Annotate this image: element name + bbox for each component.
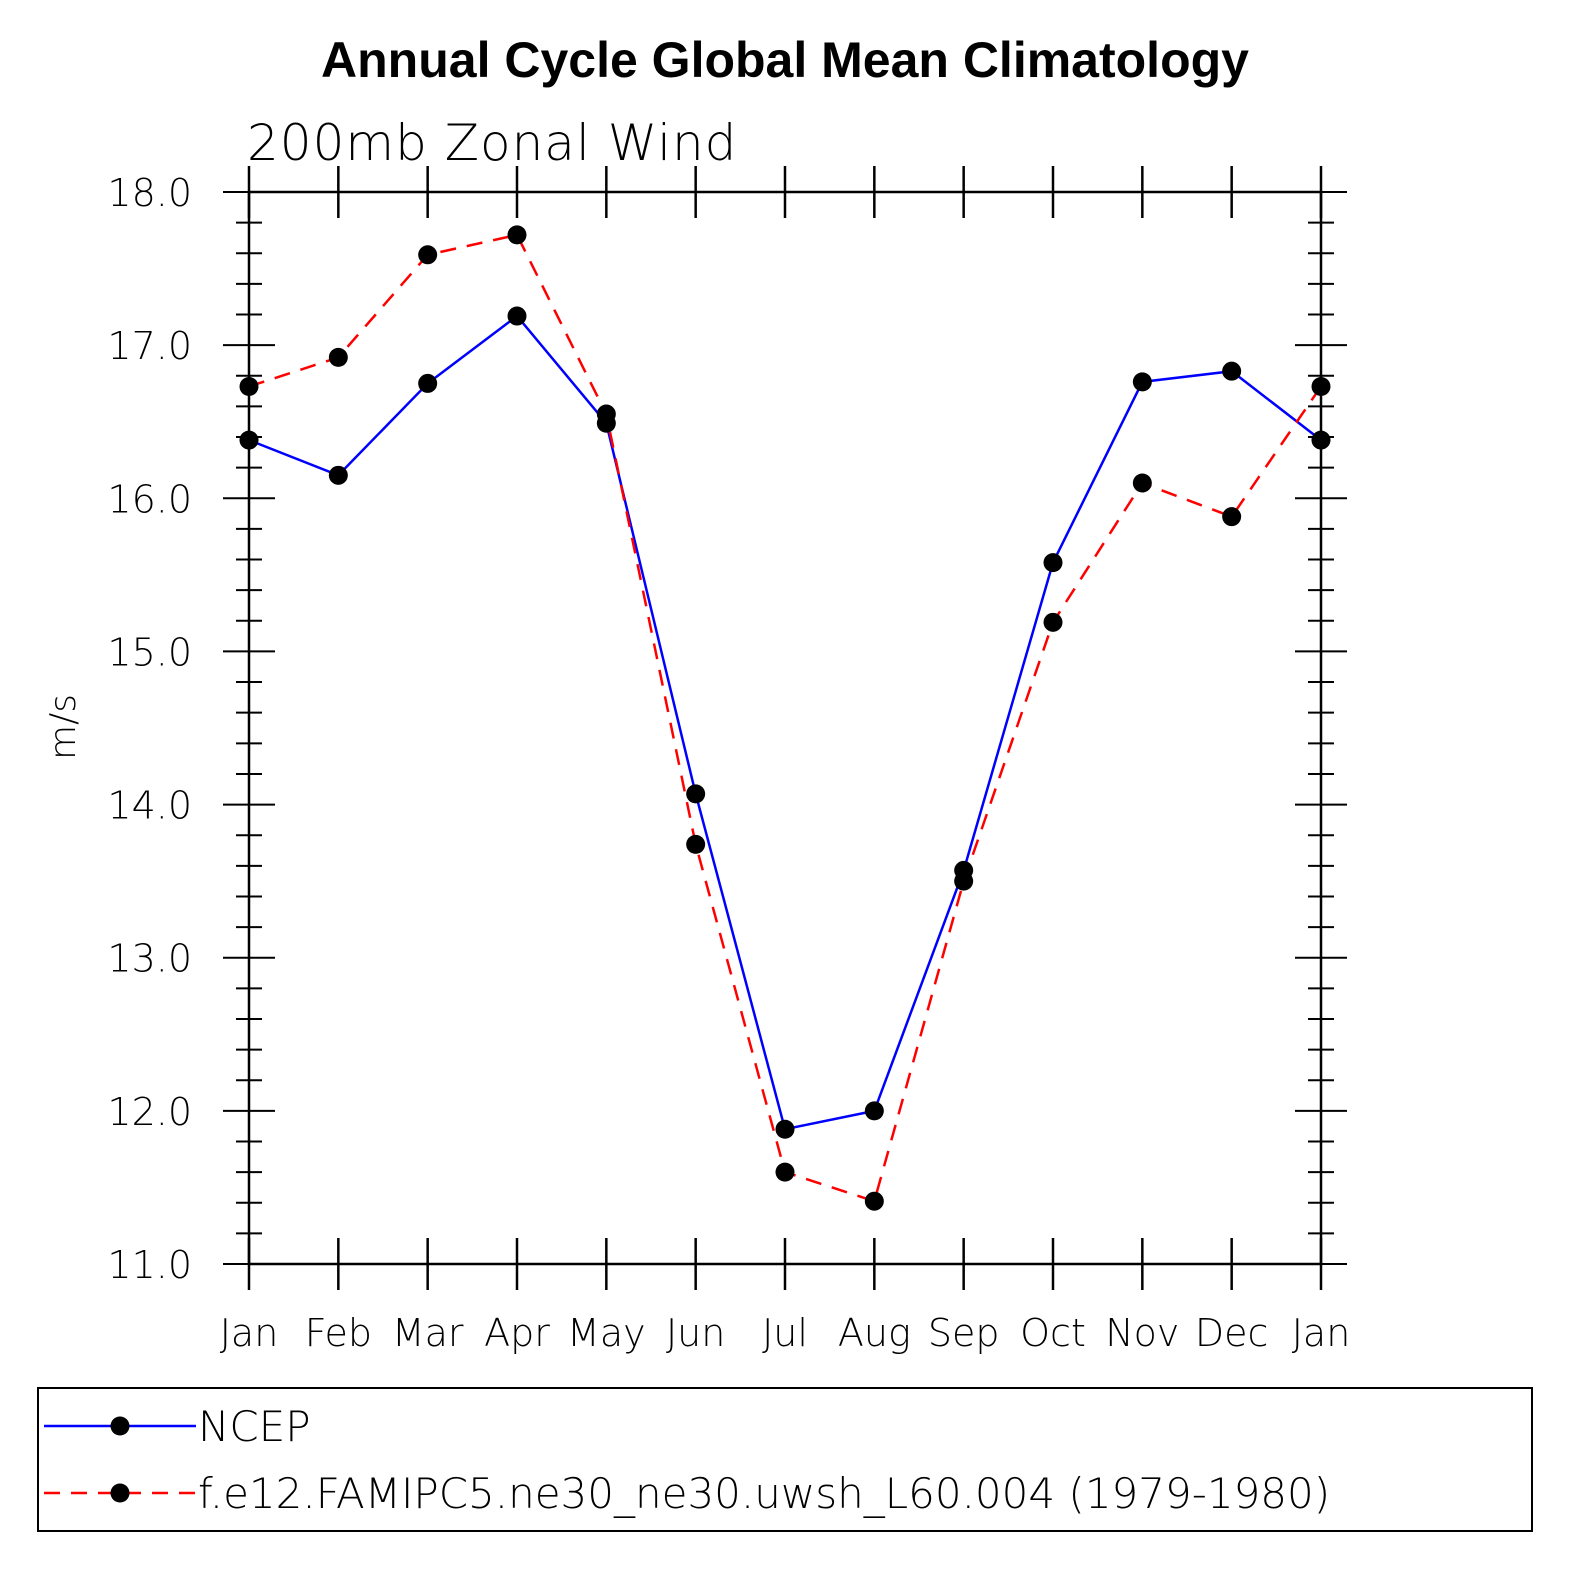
series-line-0 <box>248 314 1322 1131</box>
series-1-point <box>954 871 974 891</box>
series-1-point <box>775 1162 795 1182</box>
chart-title: Annual Cycle Global Mean Climatology <box>321 32 1249 88</box>
x-tick-label: Sep <box>928 1311 1000 1355</box>
series-0-point <box>864 1101 884 1121</box>
series-0-point <box>686 784 706 804</box>
y-tick-label: 16.0 <box>107 477 192 521</box>
series-0-point <box>507 306 527 326</box>
series-1-point <box>328 347 348 367</box>
x-tick-label: Dec <box>1195 1311 1269 1355</box>
y-tick-label: 13.0 <box>107 937 192 981</box>
series-0-point <box>328 465 348 485</box>
chart-subtitle: 200mb Zonal Wind <box>247 114 737 172</box>
legend-marker-ncep <box>110 1416 130 1436</box>
series-1-point <box>1043 612 1063 632</box>
series-0-point <box>1043 553 1063 573</box>
y-tick-label: 12.0 <box>107 1090 192 1134</box>
series-0-point <box>1132 372 1152 392</box>
series-1-point <box>686 834 706 854</box>
series-1-point <box>1222 507 1242 527</box>
y-tick-label: 17.0 <box>107 324 192 368</box>
x-tick-label: Jan <box>220 1311 279 1355</box>
series-1-point <box>1132 473 1152 493</box>
y-axis-label: m/s <box>43 694 84 760</box>
y-tick-label: 14.0 <box>107 784 192 828</box>
series-1-point <box>418 245 438 265</box>
x-tick-label: May <box>567 1311 646 1355</box>
legend: NCEP f.e12.FAMIPC5.ne30_ne30.uwsh_L60.00… <box>37 1387 1533 1532</box>
series-0-point <box>418 373 438 393</box>
series-1-point <box>507 225 527 245</box>
x-tick-label: Apr <box>484 1311 550 1355</box>
series-layer <box>239 225 1331 1211</box>
series-0-point <box>1222 361 1242 381</box>
y-tick-labels: 11.0 12.0 13.0 14.0 15.0 16.0 17.0 18.0 <box>107 171 192 1287</box>
legend-box <box>37 1387 1533 1532</box>
x-tick-label: Jun <box>666 1311 725 1355</box>
y-tick-label: 18.0 <box>107 171 192 215</box>
x-tick-labels: Jan Feb Mar Apr May Jun Jul Aug Sep Oct Nov Dec Jan <box>220 1311 1351 1355</box>
legend-label-model: f.e12.FAMIPC5.ne30_ne30.uwsh_L60.004 (19… <box>198 1469 1330 1518</box>
x-tick-label: Aug <box>838 1311 911 1355</box>
x-tick-label: Feb <box>305 1311 372 1355</box>
x-tick-label: Jan <box>1292 1311 1351 1355</box>
y-tick-label: 11.0 <box>107 1243 192 1287</box>
series-1-point <box>864 1191 884 1211</box>
plot-frame <box>247 190 1323 1266</box>
y-tick-label: 15.0 <box>107 630 192 674</box>
x-tick-label: Jul <box>762 1311 808 1355</box>
x-tick-label: Nov <box>1105 1311 1179 1355</box>
legend-marker-model <box>110 1483 130 1503</box>
legend-label-ncep: NCEP <box>198 1402 311 1451</box>
series-0-point <box>775 1119 795 1139</box>
x-tick-label: Mar <box>392 1311 464 1355</box>
x-tick-label: Oct <box>1020 1311 1086 1355</box>
series-1-point <box>596 404 616 424</box>
